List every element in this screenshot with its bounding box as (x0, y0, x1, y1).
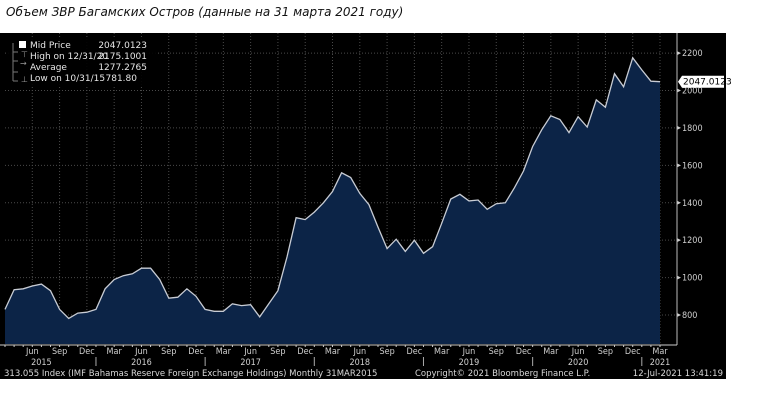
y-tick-mark (677, 51, 681, 56)
series-line (4, 56, 661, 320)
y-tick-label: 1000 (682, 274, 703, 284)
x-month-label: Dec (625, 347, 641, 357)
x-month-label: Jun (571, 347, 585, 357)
chart-title: Объем ЗВР Багамских Остров (данные на 31… (6, 5, 404, 19)
x-month-label: Mar (325, 347, 341, 357)
x-month-label: Dec (79, 347, 95, 357)
x-year-label: 2020 (568, 358, 589, 368)
low-marker-icon: ⊥ (21, 75, 28, 84)
x-month-label: Mar (216, 347, 232, 357)
legend: ⊤ → ⊥ Mid Price 2047.0123 High on 12/31/… (8, 39, 158, 85)
x-axis: Jun Sep Dec Mar Jun Sep Dec Mar Jun Sep Dec Mar Jun S… (0, 344, 677, 368)
x-month-label: Mar (434, 347, 450, 357)
legend-label: Average (30, 63, 67, 73)
x-month-label: Mar (543, 347, 559, 357)
y-tick-label: 2200 (682, 49, 703, 59)
footer-copyright: Copyright© 2021 Bloomberg Finance L.P. (415, 369, 590, 379)
average-marker-icon: → (20, 59, 27, 68)
x-month-label: Sep (379, 347, 394, 357)
y-tick-label: 1200 (682, 236, 703, 246)
legend-value: 2175.1001 (98, 52, 147, 62)
legend-value: 1277.2765 (98, 63, 147, 73)
high-marker-icon: ⊤ (21, 50, 28, 59)
square-icon (19, 41, 26, 48)
y-tick-mark (677, 238, 681, 243)
x-month-label: Mar (107, 347, 123, 357)
footer-timestamp: 12-Jul-2021 13:41:19 (633, 369, 723, 379)
legend-label: Low on 10/31/15 (30, 74, 105, 84)
legend-value: 781.80 (106, 74, 138, 84)
legend-label: High on 12/31/20 (30, 52, 108, 62)
y-tick-label: 2000 (682, 87, 703, 97)
x-year-label: 2016 (131, 358, 152, 368)
x-month-label: Jun (243, 347, 257, 357)
x-month-label: Dec (297, 347, 313, 357)
x-month-label: Sep (489, 347, 504, 357)
x-month-label: Jun (352, 347, 366, 357)
last-value-label: 2047.0123 (678, 75, 732, 88)
x-month-label: Sep (598, 347, 613, 357)
x-month-label: Dec (407, 347, 423, 357)
y-tick-mark (677, 88, 681, 93)
y-tick-mark (677, 125, 681, 130)
x-month-label: Sep (161, 347, 176, 357)
series-area (5, 57, 660, 345)
y-tick-label: 1800 (682, 124, 703, 134)
y-tick-label: 1400 (682, 199, 703, 209)
y-axis: 800 1000 1200 1400 1600 1800 2000 2200 (676, 33, 703, 345)
x-month-label: Dec (188, 347, 204, 357)
x-month-label: Mar (652, 347, 668, 357)
x-year-label: 2021 (650, 358, 671, 368)
y-tick-mark (677, 275, 681, 280)
y-tick-mark (677, 163, 681, 168)
y-tick-label: 1600 (682, 161, 703, 171)
y-tick-label: 800 (682, 311, 697, 321)
x-year-label: 2018 (349, 358, 370, 368)
x-month-label: Jun (25, 347, 39, 357)
x-month-label: Dec (516, 347, 532, 357)
y-tick-mark (677, 313, 681, 318)
x-month-label: Jun (134, 347, 148, 357)
x-month-label: Sep (270, 347, 285, 357)
legend-value: 2047.0123 (98, 41, 147, 51)
x-month-label: Sep (52, 347, 67, 357)
footer-index: 313.055 Index (IMF Bahamas Reserve Forei… (4, 369, 377, 379)
x-year-label: 2017 (240, 358, 261, 368)
x-year-label: 2015 (31, 358, 52, 368)
last-value-text: 2047.0123 (683, 78, 732, 88)
legend-label: Mid Price (30, 41, 71, 51)
x-month-label: Jun (462, 347, 476, 357)
y-tick-mark (677, 200, 681, 205)
x-year-label: 2019 (459, 358, 480, 368)
